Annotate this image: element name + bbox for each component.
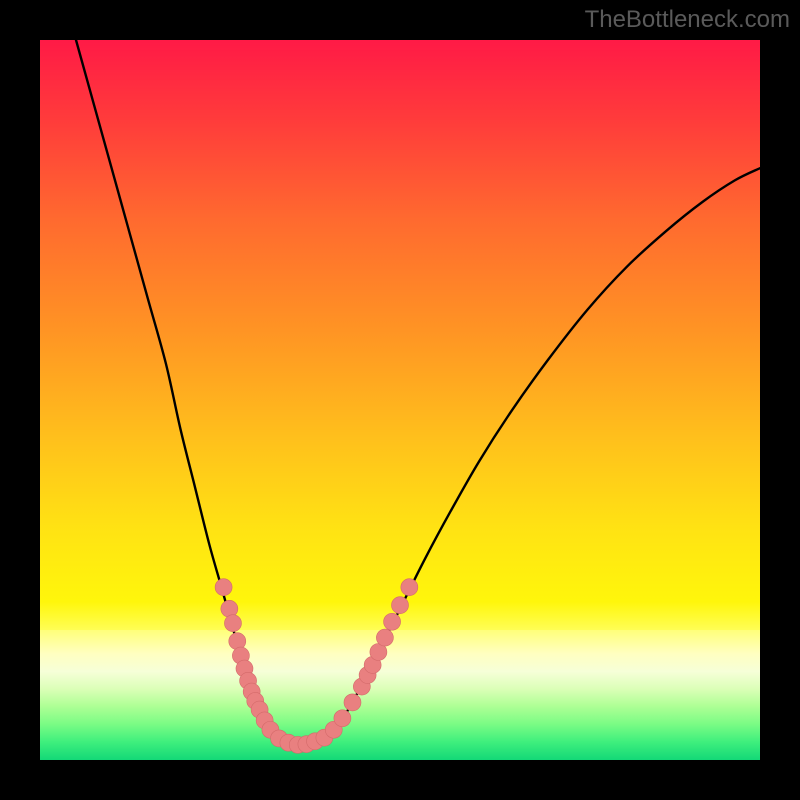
watermark-text: TheBottleneck.com xyxy=(585,6,790,34)
plot-bottom-green-band xyxy=(40,630,760,760)
chart-root: TheBottleneck.com xyxy=(0,0,800,800)
